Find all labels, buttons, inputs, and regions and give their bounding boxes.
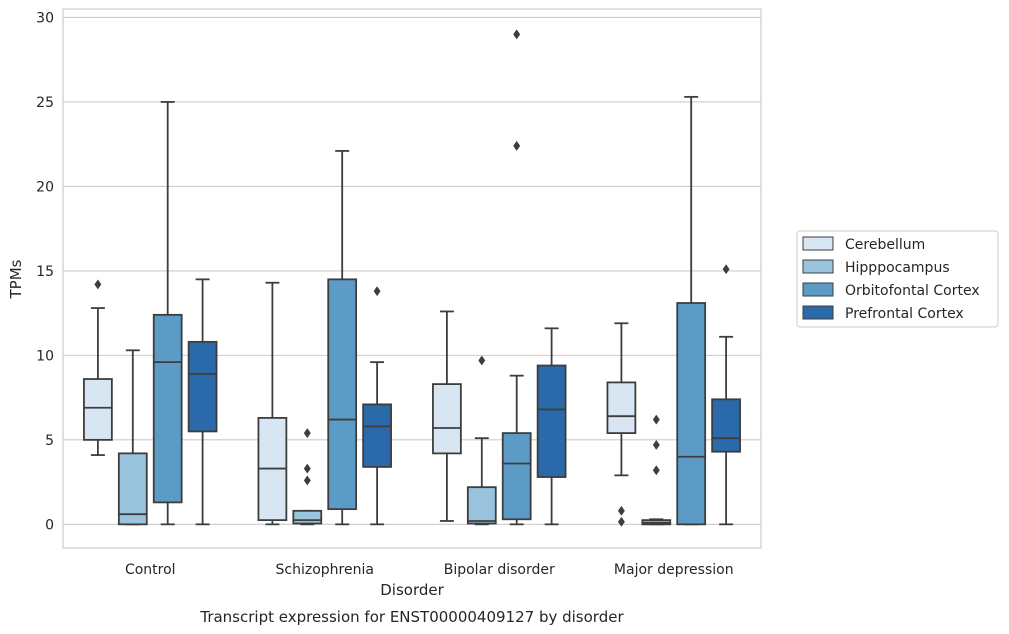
box-body bbox=[466, 486, 497, 525]
box bbox=[432, 310, 462, 522]
series-hipppocampus bbox=[117, 349, 672, 526]
y-tick-label: 20 bbox=[36, 179, 54, 195]
legend-item: Cerebellum bbox=[802, 236, 925, 253]
box-body bbox=[362, 403, 392, 468]
outlier-point bbox=[652, 439, 660, 450]
box-body bbox=[292, 509, 323, 525]
x-tick-label: Schizophrenia bbox=[276, 562, 374, 578]
x-axis-label: Disorder bbox=[380, 581, 444, 599]
box bbox=[606, 322, 637, 527]
box bbox=[711, 264, 741, 526]
box bbox=[327, 150, 358, 526]
box bbox=[257, 281, 288, 526]
legend-label: Cerebellum bbox=[845, 237, 925, 253]
legend: Cerebellum Hipppocampus Orbitofontal Corte… bbox=[796, 230, 999, 328]
box-body bbox=[327, 278, 358, 511]
outlier-point bbox=[303, 475, 311, 486]
plot-frame bbox=[62, 8, 762, 549]
y-tick-label: 25 bbox=[36, 95, 54, 111]
box-body bbox=[117, 452, 148, 526]
outlier-point bbox=[513, 29, 521, 40]
x-axis-ticks: Control Schizophrenia Bipolar disorder Majo… bbox=[125, 562, 734, 578]
y-axis-ticks: 0 5 10 15 20 25 30 bbox=[36, 10, 54, 533]
y-tick-label: 10 bbox=[36, 348, 54, 364]
legend-swatch bbox=[802, 282, 834, 297]
legend-label: Prefrontal Cortex bbox=[845, 306, 964, 322]
outlier-point bbox=[617, 505, 625, 516]
legend-swatch bbox=[802, 305, 834, 320]
y-axis-label: TPMs bbox=[7, 259, 25, 299]
outlier-point bbox=[652, 465, 660, 476]
outlier-point bbox=[373, 286, 381, 297]
box-body bbox=[536, 364, 567, 478]
series-cerebellum bbox=[83, 279, 637, 527]
box-body bbox=[676, 302, 707, 526]
outlier-point bbox=[652, 414, 660, 425]
box bbox=[676, 95, 707, 526]
box-body bbox=[152, 313, 183, 504]
box bbox=[641, 414, 672, 526]
x-tick-label: Major depression bbox=[614, 562, 734, 578]
y-tick-label: 0 bbox=[45, 517, 54, 533]
box bbox=[83, 279, 113, 456]
box-body bbox=[606, 381, 637, 435]
legend-frame bbox=[796, 230, 999, 328]
box-series bbox=[83, 29, 741, 527]
box bbox=[466, 355, 497, 526]
legend-label: Hipppocampus bbox=[845, 260, 950, 276]
outlier-point bbox=[303, 428, 311, 439]
legend-item: Orbitofontal Cortex bbox=[802, 282, 980, 299]
legend-label: Orbitofontal Cortex bbox=[845, 283, 980, 299]
legend-item: Prefrontal Cortex bbox=[802, 305, 964, 322]
chart-caption: Transcript expression for ENST0000040912… bbox=[199, 608, 624, 626]
outlier-point bbox=[722, 264, 730, 275]
box bbox=[152, 101, 183, 526]
box bbox=[362, 286, 392, 526]
outlier-point bbox=[478, 355, 486, 366]
box bbox=[501, 29, 532, 526]
box-body bbox=[501, 432, 532, 521]
x-tick-label: Control bbox=[125, 562, 176, 578]
outlier-point bbox=[617, 516, 625, 527]
box-body bbox=[432, 383, 462, 455]
legend-item: Hipppocampus bbox=[802, 259, 950, 276]
legend-swatch bbox=[802, 236, 834, 251]
outlier-point bbox=[94, 279, 102, 290]
box bbox=[117, 349, 148, 526]
box-body bbox=[187, 340, 218, 433]
box bbox=[536, 327, 567, 526]
y-tick-label: 5 bbox=[45, 433, 54, 449]
series-orbitofontal-cortex bbox=[152, 29, 707, 526]
outlier-point bbox=[513, 140, 521, 151]
legend-swatch bbox=[802, 259, 834, 274]
outlier-point bbox=[303, 463, 311, 474]
y-tick-label: 30 bbox=[36, 10, 54, 26]
x-tick-label: Bipolar disorder bbox=[444, 562, 555, 578]
box bbox=[292, 428, 323, 526]
box-body bbox=[711, 398, 741, 453]
box bbox=[187, 278, 218, 526]
box-body bbox=[83, 378, 113, 441]
y-tick-label: 15 bbox=[36, 264, 54, 280]
series-prefrontal-cortex bbox=[187, 264, 741, 526]
